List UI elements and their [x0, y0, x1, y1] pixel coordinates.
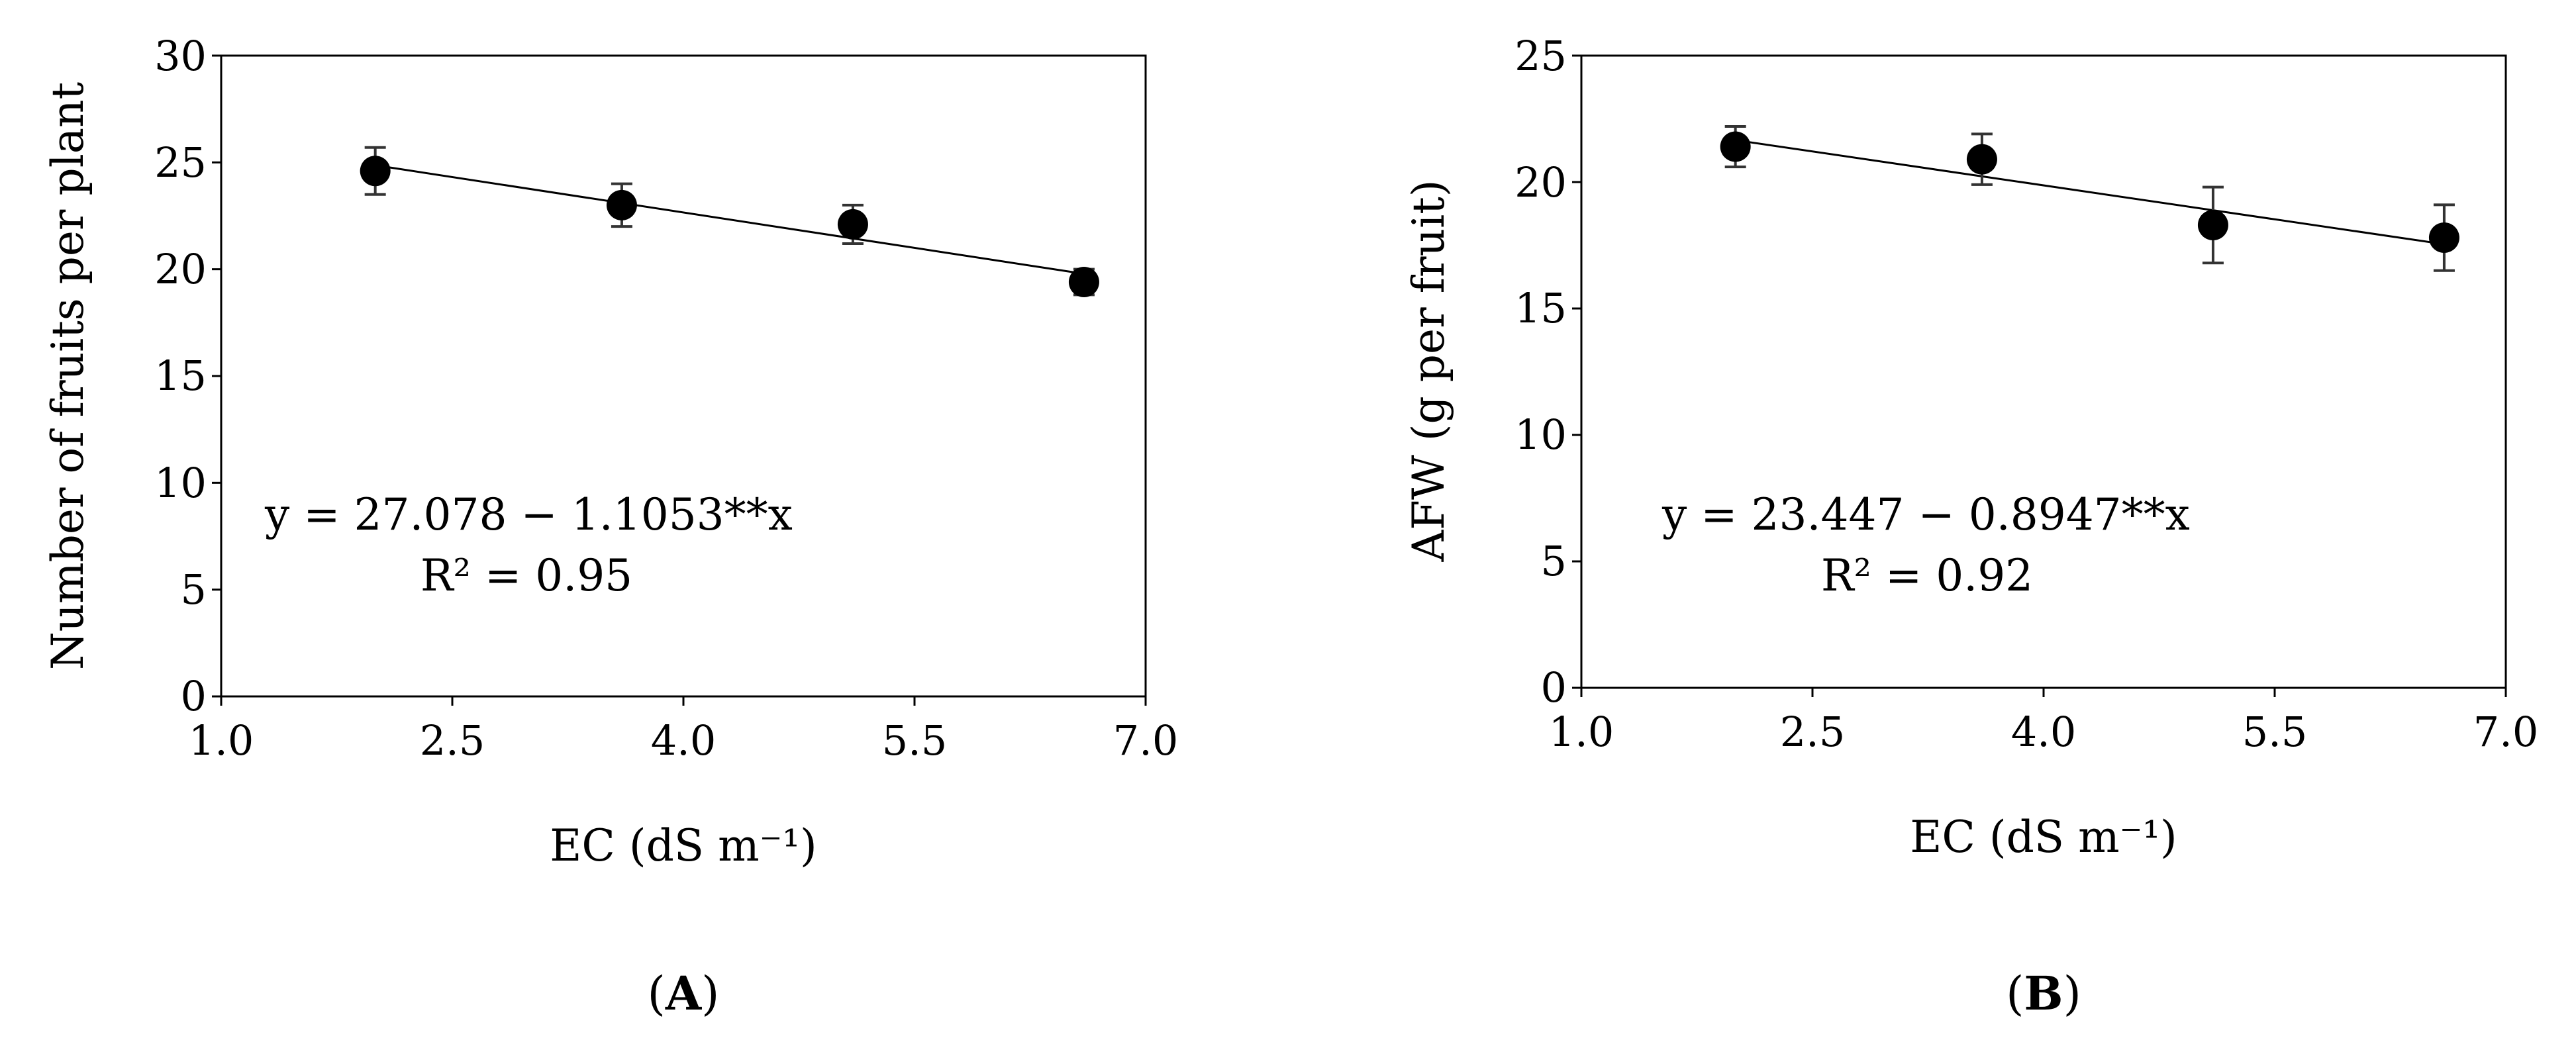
data-point	[1966, 144, 1997, 175]
data-series-b	[1720, 124, 2459, 272]
x-tick-label: 4.0	[2011, 708, 2077, 756]
y-tick-label: 25	[1514, 32, 1567, 80]
y-tick-label: 25	[154, 138, 207, 187]
chart-panel-a: 0 5 10 15 20 25 30 1.0 2.5 4.0 5.5 7.0 E…	[42, 32, 1178, 1021]
y-tick-label: 0	[1541, 663, 1567, 712]
x-axis-title-a: EC (dS m⁻¹)	[550, 820, 817, 871]
plot-area-a	[220, 54, 1147, 698]
regression-equation-b: y = 23.447 − 0.8947**x	[1661, 489, 2190, 540]
regression-equation-a: y = 27.078 − 1.1053**x	[264, 489, 793, 540]
data-point	[1720, 131, 1751, 162]
y-tick-labels-b: 0 5 10 15 20 25	[1514, 32, 1567, 712]
y-axis-title-b: AFW (g per fruit)	[1403, 180, 1454, 563]
data-point-group	[1068, 267, 1099, 298]
x-tick-labels-b: 1.0 2.5 4.0 5.5 7.0	[1549, 708, 2539, 756]
y-tick-label: 30	[154, 32, 207, 80]
data-point-group	[606, 182, 637, 228]
data-point	[1068, 267, 1099, 298]
data-series-a	[360, 146, 1099, 298]
x-tick-label: 1.0	[189, 716, 254, 765]
data-point	[837, 209, 868, 240]
data-point	[2428, 222, 2459, 254]
plot-area-b	[1580, 54, 2507, 689]
data-point-group	[837, 203, 868, 245]
tick-marks-a	[212, 54, 1147, 706]
data-point-group	[360, 146, 391, 196]
y-tick-label: 5	[181, 565, 207, 614]
data-point-group	[2197, 185, 2228, 265]
chart-panel-b: 0 5 10 15 20 25 1.0 2.5 4.0 5.5 7.0 EC (…	[1403, 32, 2538, 1021]
x-tick-label: 5.5	[882, 716, 948, 765]
y-tick-label: 5	[1541, 537, 1567, 585]
y-tick-label: 10	[1514, 410, 1567, 459]
panel-label-b: (B)	[2006, 966, 2081, 1021]
trend-line-a	[375, 164, 1085, 275]
x-tick-label: 2.5	[1780, 708, 1846, 756]
y-tick-label: 15	[154, 352, 207, 400]
y-tick-label: 20	[154, 245, 207, 293]
y-tick-label: 10	[154, 459, 207, 507]
x-tick-labels-a: 1.0 2.5 4.0 5.5 7.0	[189, 716, 1179, 765]
panel-letter-b: B	[2024, 966, 2063, 1021]
x-tick-label: 7.0	[1113, 716, 1179, 765]
tick-marks-b	[1572, 54, 2507, 697]
data-point-group	[2428, 203, 2459, 272]
x-tick-label: 5.5	[2242, 708, 2308, 756]
data-point	[360, 156, 391, 187]
y-axis-title-a: Number of fruits per plant	[42, 82, 93, 670]
x-tick-label: 2.5	[420, 716, 485, 765]
y-tick-label: 20	[1514, 158, 1567, 207]
panel-letter-a: A	[665, 966, 703, 1021]
x-axis-title-b: EC (dS m⁻¹)	[1910, 812, 2177, 863]
x-tick-label: 1.0	[1549, 708, 1614, 756]
y-tick-label: 0	[181, 672, 207, 720]
r-squared-b: R² = 0.92	[1821, 550, 2033, 601]
data-point	[606, 189, 637, 220]
data-point-group	[1966, 132, 1997, 186]
panel-label-a: (A)	[648, 966, 720, 1021]
y-tick-labels-a: 0 5 10 15 20 25 30	[154, 32, 207, 720]
y-tick-label: 15	[1514, 284, 1567, 332]
r-squared-a: R² = 0.95	[421, 550, 632, 601]
trend-line-b	[1735, 139, 2445, 246]
data-point-group	[1720, 124, 1751, 169]
x-tick-label: 7.0	[2473, 708, 2539, 756]
x-tick-label: 4.0	[651, 716, 717, 765]
data-point	[2197, 209, 2228, 240]
